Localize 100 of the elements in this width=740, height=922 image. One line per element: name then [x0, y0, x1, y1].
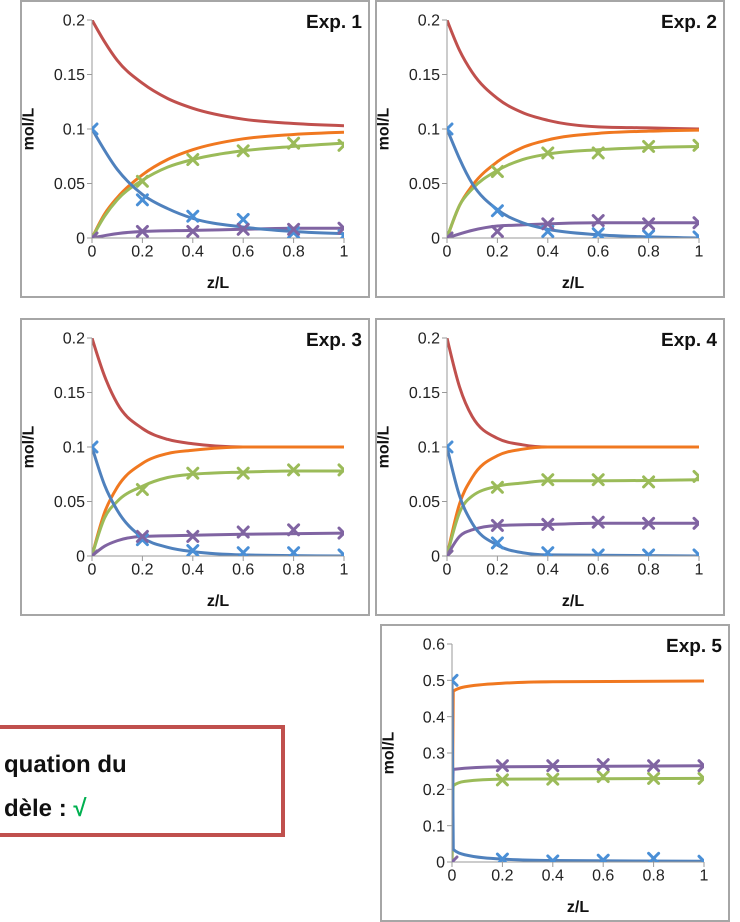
x-tick-label: 0.6	[587, 561, 610, 578]
y-tick-label: 0.1	[62, 440, 86, 457]
point	[287, 136, 300, 150]
x-tick-label: 0.2	[486, 243, 509, 260]
point	[136, 483, 149, 496]
x-tick-label: 0	[448, 867, 457, 884]
y-tick-label: 0.4	[422, 709, 446, 726]
point	[186, 530, 200, 543]
point	[490, 165, 504, 178]
x-tick-label: 0.4	[536, 561, 560, 578]
chart-title: Exp. 5	[666, 636, 722, 658]
point	[642, 217, 656, 230]
x-tick-label: 1	[340, 243, 349, 260]
x-tick-label: 0.4	[542, 867, 564, 884]
point	[287, 222, 300, 236]
point	[490, 536, 504, 550]
point	[592, 516, 605, 529]
x-tick-label: 0.4	[182, 243, 204, 260]
point	[541, 518, 554, 531]
point	[236, 144, 250, 158]
y-tick-label: 0.1	[418, 440, 440, 457]
y-axis-title: mol/L	[380, 731, 398, 774]
text: dèle :	[4, 795, 67, 822]
x-tick-label: 0.2	[486, 561, 509, 578]
y-tick-label: 0.1	[418, 122, 440, 139]
point	[647, 759, 660, 772]
y-tick-label: 0.2	[62, 330, 86, 348]
y-tick-label: 0.1	[62, 122, 86, 139]
point	[186, 153, 200, 166]
x-tick-label: 0.8	[637, 243, 660, 260]
x-axis-title: z/L	[562, 593, 584, 610]
x-tick-label: 0.8	[637, 561, 660, 578]
point	[186, 224, 200, 238]
point	[596, 770, 610, 784]
x-tick-label: 0.2	[131, 561, 154, 578]
point	[186, 210, 200, 223]
x-tick-label: 0.8	[282, 561, 305, 578]
point	[490, 518, 504, 532]
x-tick-label: 0.8	[642, 867, 665, 884]
point	[287, 463, 300, 476]
point	[136, 174, 149, 188]
point	[592, 146, 605, 160]
point	[287, 523, 300, 536]
point	[186, 466, 200, 480]
y-tick-label: 0.2	[418, 330, 440, 348]
x-tick-label: 1	[340, 561, 349, 578]
y-tick-label: 0.2	[62, 12, 86, 30]
point	[541, 217, 554, 230]
point	[541, 146, 554, 160]
x-axis-title: z/L	[206, 275, 230, 292]
point	[546, 772, 560, 786]
x-tick-label: 0.4	[536, 243, 560, 260]
y-tick-label: 0.15	[54, 67, 86, 84]
point	[490, 480, 504, 494]
y-tick-label: 0	[431, 230, 440, 248]
point	[136, 193, 149, 206]
y-tick-label: 0.1	[422, 818, 446, 836]
point	[236, 526, 250, 539]
x-tick-label: 0.6	[232, 243, 254, 260]
y-tick-label: 0.15	[408, 385, 440, 402]
x-tick-label: 1	[694, 561, 704, 578]
x-tick-label: 0.6	[232, 561, 254, 578]
chart-title: Exp. 4	[661, 330, 717, 352]
y-axis-title: mol/L	[20, 107, 38, 150]
y-tick-label: 0.15	[54, 385, 86, 402]
point	[541, 546, 554, 556]
x-tick-label: 0	[88, 561, 97, 578]
y-tick-label: 0.6	[422, 636, 446, 654]
point	[490, 204, 504, 218]
x-tick-label: 0.8	[282, 243, 305, 260]
point	[236, 546, 250, 556]
point	[592, 473, 605, 486]
x-tick-label: 0	[88, 243, 97, 260]
y-axis-title: mol/L	[376, 425, 393, 468]
point	[642, 140, 656, 153]
chart-title: Exp. 3	[306, 330, 362, 352]
point	[490, 224, 504, 238]
x-tick-label: 1	[700, 867, 709, 884]
y-axis-title: mol/L	[376, 107, 393, 150]
x-axis-title: z/L	[206, 593, 230, 610]
y-tick-label: 0	[436, 854, 446, 872]
y-tick-label: 0.05	[54, 176, 86, 194]
x-tick-label: 0.2	[491, 867, 514, 884]
x-tick-label: 0.6	[592, 867, 614, 884]
y-tick-label: 0	[76, 230, 86, 248]
point	[136, 224, 149, 238]
point	[647, 852, 660, 862]
point	[546, 759, 560, 772]
x-tick-label: 0.2	[131, 243, 154, 260]
text: √	[73, 795, 87, 822]
point	[596, 758, 610, 772]
point	[236, 222, 250, 236]
point	[236, 466, 250, 480]
y-tick-label: 0.05	[408, 176, 440, 194]
y-tick-label: 0.3	[422, 746, 446, 763]
y-tick-label: 0	[431, 548, 440, 566]
y-tick-label: 0	[76, 548, 86, 566]
x-tick-label: 1	[694, 243, 704, 260]
point	[186, 544, 200, 556]
point	[592, 227, 605, 238]
